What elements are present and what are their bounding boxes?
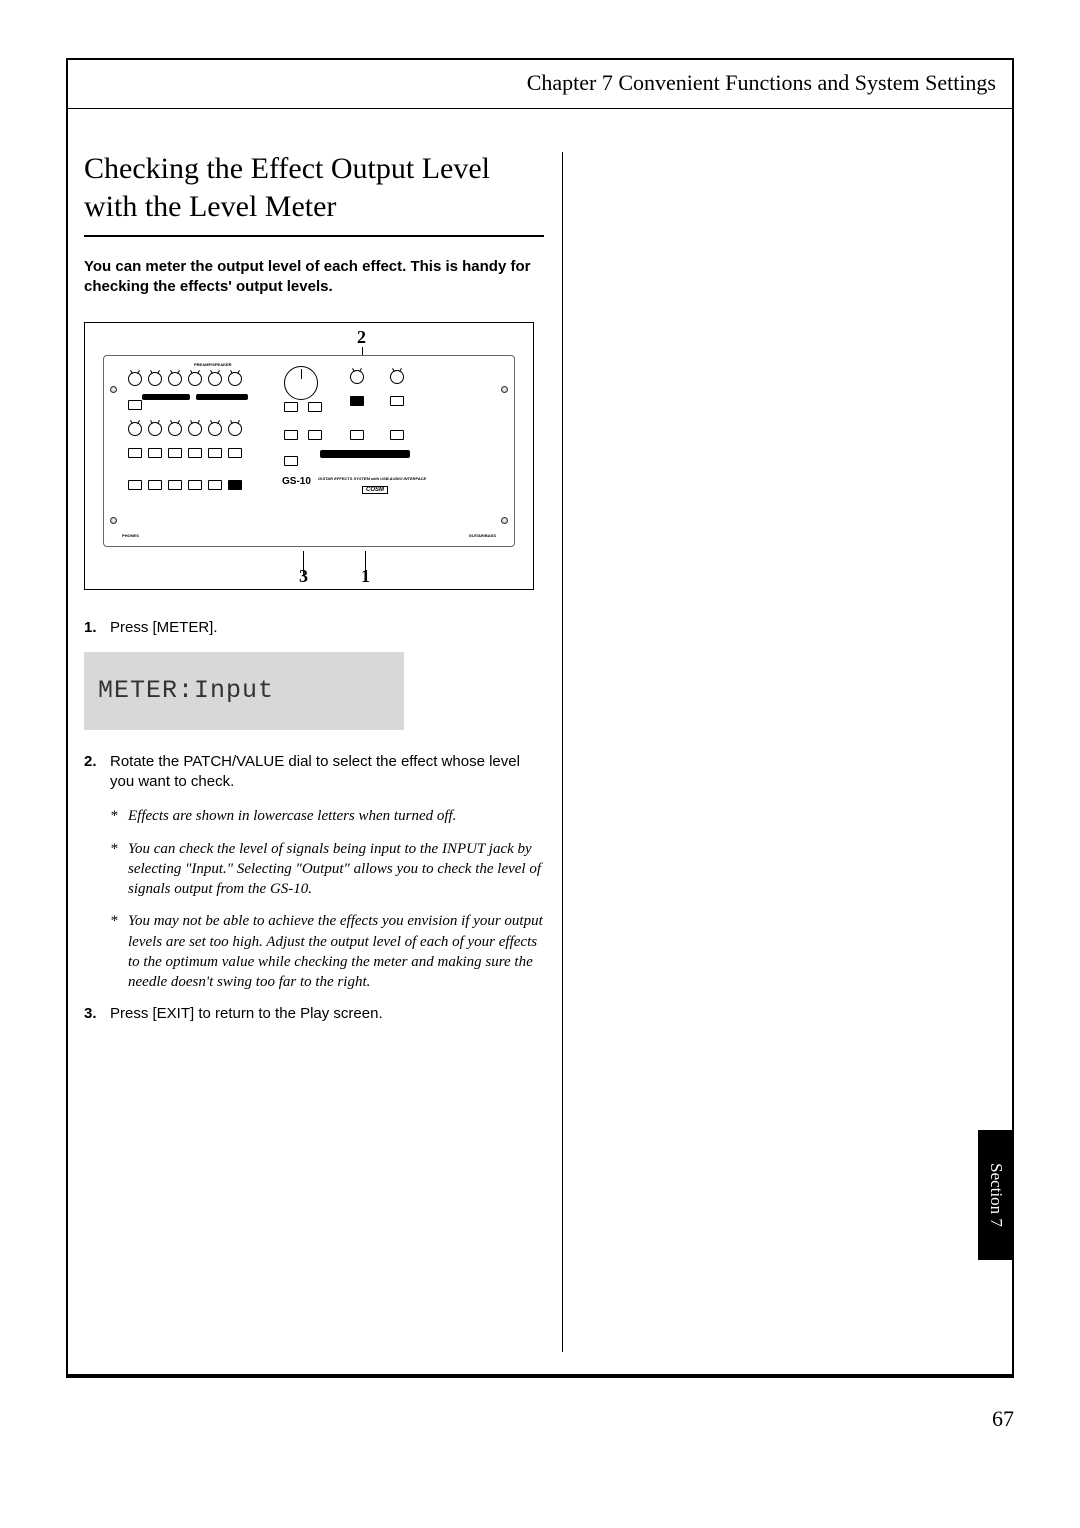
exit-btn — [284, 430, 298, 440]
screw-icon — [110, 517, 117, 524]
fx2-btn — [188, 480, 202, 490]
screw-icon — [501, 386, 508, 393]
fx2-btn — [208, 480, 222, 490]
lcd-display: METER:Input — [84, 652, 404, 730]
screw-icon — [110, 386, 117, 393]
quickfx-btn — [228, 480, 242, 490]
step-text: Rotate the PATCH/VALUE dial to select th… — [110, 752, 544, 793]
step-3: 3. Press [EXIT] to return to the Play sc… — [84, 1004, 544, 1024]
device-name: GS-10 — [282, 476, 311, 487]
brand-logo: COSM — [362, 486, 388, 494]
meter-btn — [350, 430, 364, 440]
param-left-btn — [284, 402, 298, 412]
page-number: 67 — [992, 1406, 1014, 1432]
callout-3: 3 — [299, 566, 308, 587]
callout-1: 1 — [361, 566, 370, 587]
left-column: Checking the Effect Output Level with th… — [84, 150, 544, 1039]
patch-value-dial — [284, 366, 318, 400]
step-list: 1. Press [METER]. METER:Input 2. Rotate … — [84, 618, 544, 1025]
callout-2: 2 — [357, 327, 366, 348]
note-text: You may not be able to achieve the effec… — [128, 911, 544, 992]
direct-patch-bar — [320, 450, 410, 458]
knob-reverb — [228, 422, 242, 436]
tuner-btn — [284, 456, 298, 466]
asterisk: * — [110, 806, 128, 826]
note-list: * Effects are shown in lowercase letters… — [110, 806, 544, 992]
knob-feedback — [188, 422, 202, 436]
knob-level — [228, 372, 242, 386]
param-right-btn — [308, 402, 322, 412]
section-title: Checking the Effect Output Level with th… — [84, 150, 544, 225]
speaker-btn — [390, 396, 404, 406]
device-diagram: 2 PREAMP/SPEAKER — [84, 322, 534, 590]
step-1: 1. Press [METER]. — [84, 618, 544, 638]
knob-odlevel — [168, 422, 182, 436]
amp-btn — [128, 400, 142, 410]
step-num: 1. — [84, 618, 110, 638]
title-rule — [84, 235, 544, 237]
section-tab-text: Section 7 — [986, 1163, 1006, 1227]
fx-btn — [188, 448, 202, 458]
usb-btn — [350, 396, 364, 406]
preamp-label: PREAMP/SPEAKER — [194, 362, 232, 367]
asterisk: * — [110, 839, 128, 900]
note-text: Effects are shown in lowercase letters w… — [128, 806, 456, 826]
channel-select-bar — [142, 394, 190, 400]
note-2: * You can check the level of signals bei… — [110, 839, 544, 900]
knob-presence — [208, 372, 222, 386]
asterisk: * — [110, 911, 128, 992]
column-divider — [562, 152, 563, 1352]
fx2-btn — [148, 480, 162, 490]
knob-output — [390, 370, 404, 384]
step-text: Press [METER]. — [110, 618, 218, 638]
note-1: * Effects are shown in lowercase letters… — [110, 806, 544, 826]
system-btn — [390, 430, 404, 440]
lcd-text: METER:Input — [98, 676, 274, 705]
header-rule — [68, 108, 1012, 109]
knob-drive — [148, 422, 162, 436]
fx-btn — [208, 448, 222, 458]
knob-aux-input — [350, 370, 364, 384]
intro-text: You can meter the output level of each e… — [84, 257, 544, 298]
knob-chorus — [208, 422, 222, 436]
chapter-header: Chapter 7 Convenient Functions and Syste… — [527, 70, 996, 96]
fx-btn — [228, 448, 242, 458]
knob-treble — [188, 372, 202, 386]
knob-gain — [128, 372, 142, 386]
page-frame: Chapter 7 Convenient Functions and Syste… — [66, 58, 1014, 1378]
note-3: * You may not be able to achieve the eff… — [110, 911, 544, 992]
step-text: Press [EXIT] to return to the Play scree… — [110, 1004, 383, 1024]
device-panel: PREAMP/SPEAKER — [103, 355, 515, 547]
fx-btn — [128, 448, 142, 458]
step-2: 2. Rotate the PATCH/VALUE dial to select… — [84, 752, 544, 793]
phones-label: PHONES — [122, 533, 139, 538]
section-tab: Section 7 — [978, 1130, 1014, 1260]
guitar-bass-label: GUITAR/BASS — [469, 533, 496, 538]
step-num: 3. — [84, 1004, 110, 1024]
knob-comp — [128, 422, 142, 436]
knob-bass — [148, 372, 162, 386]
write-btn — [308, 430, 322, 440]
note-text: You can check the level of signals being… — [128, 839, 544, 900]
device-sub: GUITAR EFFECTS SYSTEM with USB AUDIO INT… — [318, 476, 426, 481]
screw-icon — [501, 517, 508, 524]
knob-middle — [168, 372, 182, 386]
channel-abc-bar — [196, 394, 248, 400]
step-num: 2. — [84, 752, 110, 793]
fx-btn — [148, 448, 162, 458]
fx2-btn — [168, 480, 182, 490]
fx2-btn — [128, 480, 142, 490]
fx-btn — [168, 448, 182, 458]
